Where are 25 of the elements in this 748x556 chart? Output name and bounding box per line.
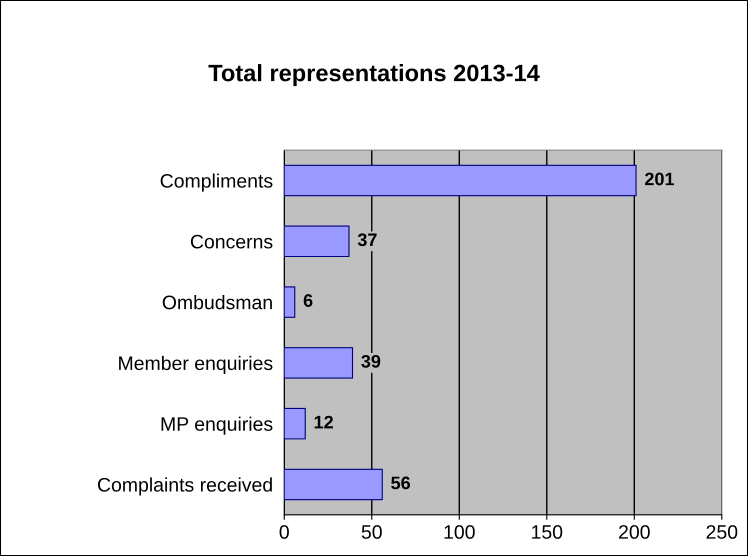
- data-label: 201: [645, 172, 674, 186]
- bar: [284, 408, 306, 440]
- data-label: 56: [391, 476, 410, 490]
- y-tick-label: Member enquiries: [119, 356, 272, 374]
- data-label: 6: [304, 294, 312, 307]
- bar: [284, 286, 296, 318]
- chart-title: Total representations 2013-14: [208, 64, 540, 86]
- x-tick-label: 200: [619, 525, 650, 539]
- x-tick-label: 100: [444, 525, 475, 539]
- data-label: 37: [358, 233, 377, 246]
- x-tick-label: 150: [532, 525, 562, 539]
- x-tick-label: 0: [280, 525, 289, 539]
- x-tick-label: 250: [706, 525, 738, 539]
- data-label: 12: [314, 416, 333, 428]
- bar: [284, 226, 350, 258]
- y-tick-label: Ombudsman: [162, 295, 272, 310]
- data-label: 39: [361, 354, 380, 368]
- y-tick-label: Concerns: [190, 234, 272, 249]
- bar: [284, 468, 383, 500]
- y-tick-label: Complaints received: [98, 477, 272, 496]
- bar: [284, 164, 637, 196]
- y-tick-label: MP enquiries: [162, 416, 272, 435]
- bar: [284, 347, 354, 379]
- y-tick-label: Compliments: [160, 173, 272, 192]
- x-tick-label: 50: [362, 525, 382, 539]
